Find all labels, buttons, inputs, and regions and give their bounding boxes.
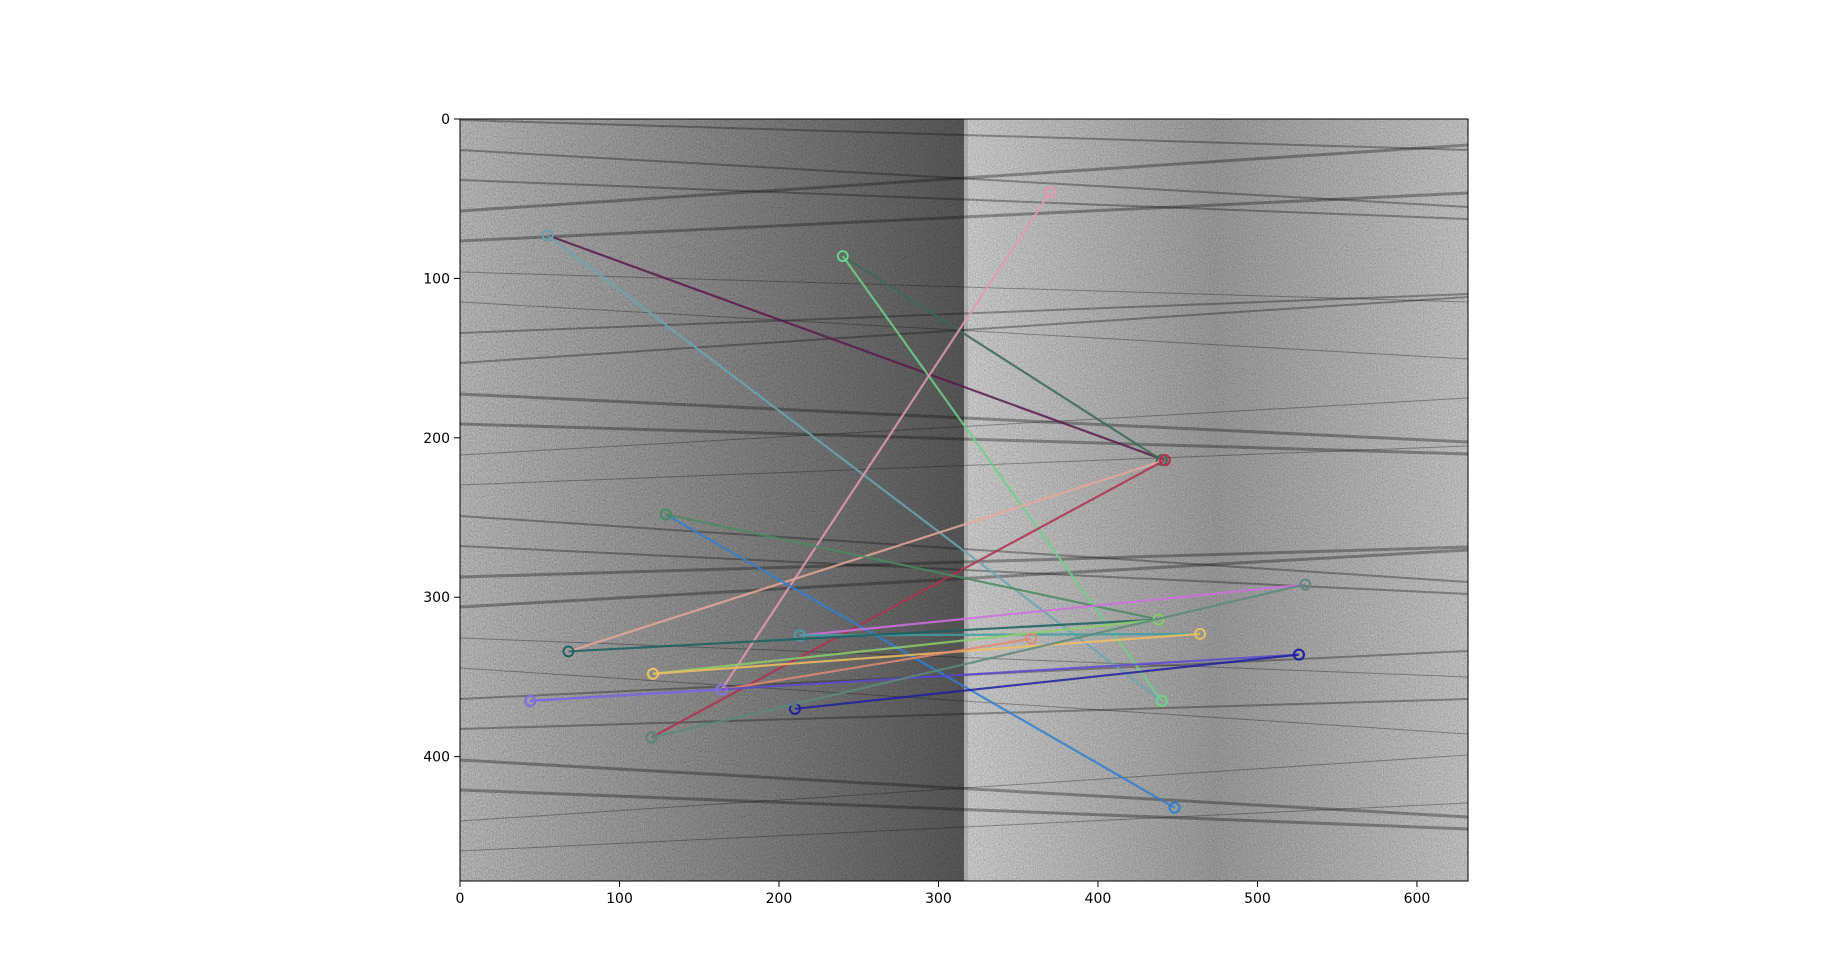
x-tick-label: 300 <box>925 891 952 907</box>
keypoint-marker-3-0 <box>836 250 849 263</box>
keypoint-marker-16-1 <box>715 683 728 696</box>
keypoint-marker-13-0 <box>646 667 659 680</box>
keypoint-marker-8-0 <box>659 508 672 521</box>
keypoint-marker-14-1 <box>1024 632 1037 645</box>
match-line-12 <box>652 618 1159 675</box>
y-tick-label: 0 <box>441 112 450 128</box>
keypoint-marker-18-0 <box>645 731 658 744</box>
match-lines <box>524 186 1312 814</box>
match-line-11 <box>568 618 1159 653</box>
x-tick-label: 200 <box>766 891 793 907</box>
match-line-14 <box>721 637 1032 691</box>
keypoint-marker-1-0 <box>541 229 554 242</box>
sonar-image-background <box>460 119 1468 881</box>
keypoint-marker-11-0 <box>562 645 575 658</box>
y-tick-label: 400 <box>423 750 450 766</box>
x-tick-label: 500 <box>1244 891 1271 907</box>
match-line-9 <box>799 583 1306 637</box>
keypoint-marker-10-0 <box>793 629 806 642</box>
keypoint-marker-16-0 <box>524 694 537 707</box>
match-line-5 <box>568 459 1166 653</box>
match-line-18 <box>651 583 1306 739</box>
x-tick-label: 100 <box>606 891 633 907</box>
keypoint-marker-3-1 <box>1155 694 1168 707</box>
y-axis: 0 100 200 300 400 <box>423 112 460 766</box>
y-tick-label: 300 <box>423 590 450 606</box>
x-tick-label: 600 <box>1404 891 1431 907</box>
keypoint-marker-13-1 <box>1194 627 1207 640</box>
keypoint-marker-17-1 <box>1292 648 1305 661</box>
match-line-17 <box>794 653 1300 710</box>
match-line-6 <box>650 459 1166 739</box>
match-line-1 <box>547 234 1163 702</box>
x-tick-label: 400 <box>1085 891 1112 907</box>
match-line-4 <box>720 191 1052 691</box>
keypoint-marker-7-1 <box>1168 801 1181 814</box>
x-axis: 0 100 200 300 400 500 600 <box>456 881 1431 907</box>
plot-frame <box>459 118 1469 882</box>
match-line-2 <box>842 255 1163 462</box>
match-line-8 <box>665 513 1159 621</box>
keypoint-marker-6-0 <box>1158 454 1171 467</box>
keypoint-marker-4-0 <box>1044 186 1057 199</box>
x-tick-label: 0 <box>456 891 465 907</box>
match-line-0 <box>547 234 1166 462</box>
y-tick-label: 200 <box>423 431 450 447</box>
match-line-7 <box>665 513 1176 809</box>
match-line-13 <box>652 632 1201 675</box>
match-line-3 <box>841 255 1163 702</box>
keypoint-marker-18-1 <box>1299 578 1312 591</box>
match-line-16 <box>530 688 722 702</box>
y-tick-label: 100 <box>423 271 450 287</box>
